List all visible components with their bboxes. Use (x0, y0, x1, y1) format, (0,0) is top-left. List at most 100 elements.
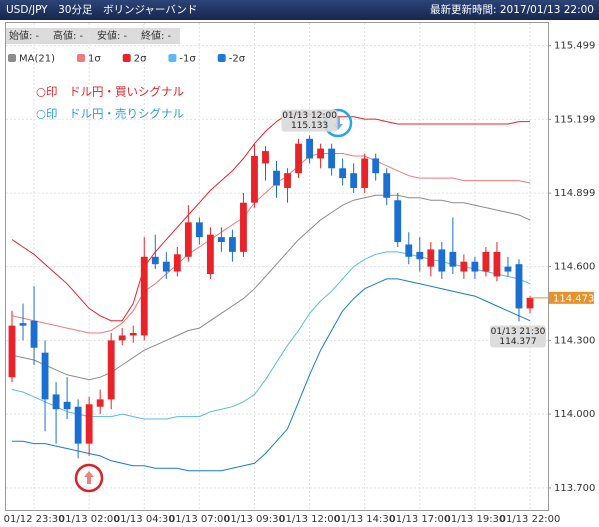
y-tick-label: 114.899 (554, 188, 595, 199)
x-tick-label: 01/13 12:00 (279, 514, 340, 525)
buy-signal-circle (74, 463, 104, 493)
annotation-time: 01/13 21:30 (491, 327, 546, 337)
annotation-box (490, 325, 546, 348)
annotation-box (281, 109, 338, 132)
band-line (11, 153, 531, 334)
ohlc-label: 終値: - (141, 29, 172, 42)
candle-body (41, 352, 49, 400)
legend-swatch (8, 54, 16, 62)
y-tick-label: 115.199 (554, 114, 595, 125)
candle-body (162, 261, 170, 272)
ohlc-label: 安値: - (97, 29, 128, 42)
candle-body (515, 264, 523, 309)
candle-body (449, 251, 457, 267)
candle-body (173, 254, 181, 272)
legend-swatch (77, 54, 85, 62)
candle-body (74, 406, 82, 444)
x-tick-label: 01/13 14:30 (334, 514, 395, 525)
legend-label: MA(21) (19, 54, 55, 65)
candle-body (504, 266, 512, 272)
candle-body (295, 143, 302, 174)
candle-body (96, 399, 104, 407)
y-tick-label: 114.300 (554, 335, 595, 346)
candle-body (394, 200, 402, 243)
legend-swatch (168, 54, 177, 62)
candle-body (229, 237, 236, 252)
candle-body (151, 256, 159, 265)
x-tick-label: 01/13 09:30 (224, 514, 285, 525)
signal-label: ○印 ドル円・売りシグナル (36, 107, 184, 121)
candle-body (284, 173, 291, 188)
y-tick-label: 113.700 (554, 483, 595, 494)
candle-body (493, 251, 501, 277)
candle-body (118, 335, 126, 341)
candle-body (328, 148, 336, 169)
buy-arrow (84, 471, 94, 484)
candle-body (471, 261, 479, 272)
candle-body (240, 202, 247, 252)
candle-body (140, 256, 148, 336)
current-price-box (549, 291, 594, 304)
candle-body (427, 249, 435, 267)
candle-body (206, 234, 214, 274)
header-bar (0, 0, 599, 20)
annotation-value: 115.133 (291, 121, 328, 131)
x-tick-label: 01/13 17:00 (389, 514, 450, 525)
ohlc-bar (6, 28, 180, 44)
candle-body (405, 244, 413, 257)
y-tick-label: 115.499 (554, 41, 595, 52)
x-tick-label: 01/13 07:00 (169, 514, 230, 525)
annotation-time: 01/13 12:00 (282, 111, 337, 121)
legend-label: -2σ (229, 54, 246, 65)
legend-swatch (217, 54, 226, 62)
update-time: 最新更新時間: 2017/01/13 22:00 (430, 3, 594, 16)
current-price-label: 114.473 (553, 293, 594, 304)
candle-body (8, 325, 16, 378)
annotation-value: 114.377 (499, 337, 536, 347)
candle-body (526, 297, 534, 309)
x-tick-label: 01/12 23:30 (4, 514, 65, 525)
candle-body (129, 333, 137, 336)
x-tick-label: 01/13 22:00 (500, 514, 561, 525)
candle-body (217, 237, 225, 243)
y-tick-label: 114.600 (554, 262, 595, 273)
chart-title: USD/JPY 30分足 ボリンジャーバンド (6, 4, 197, 16)
signal-label: ○印 ドル円・買いシグナル (36, 85, 184, 99)
legend-label: -1σ (179, 54, 196, 65)
x-tick-label: 01/13 02:00 (59, 514, 120, 525)
x-tick-label: 01/13 19:30 (444, 514, 505, 525)
candle-body (416, 251, 424, 260)
legend-label: 2σ (134, 54, 147, 65)
ohlc-label: 高値: - (53, 29, 84, 42)
y-tick-label: 114.000 (554, 409, 595, 420)
candle-body (273, 170, 280, 186)
ohlc-label: 始値: - (9, 29, 40, 42)
candle-body (251, 156, 258, 203)
candle-body (262, 151, 269, 164)
legend-label: 1σ (88, 54, 101, 65)
candle-body (372, 158, 380, 174)
candle-body (184, 222, 192, 257)
candle-body (30, 320, 38, 348)
band-line (12, 278, 531, 472)
candle-body (306, 138, 313, 159)
candle-body (19, 323, 27, 326)
band-line (11, 113, 530, 322)
candle-body (317, 148, 325, 159)
candle-body (107, 340, 115, 400)
candle-body (52, 394, 60, 410)
candle-body (438, 249, 446, 272)
candle-body (460, 261, 468, 272)
candle-body (383, 173, 391, 198)
candle-body (339, 168, 347, 179)
candle-body (195, 222, 203, 238)
candle-body (482, 251, 490, 272)
candle-body (350, 173, 358, 188)
candle-body (85, 404, 93, 444)
band-line (11, 194, 531, 381)
candle-body (63, 401, 71, 410)
x-tick-label: 01/13 04:30 (114, 514, 175, 525)
candle-body (361, 158, 369, 188)
legend-swatch (122, 54, 131, 62)
